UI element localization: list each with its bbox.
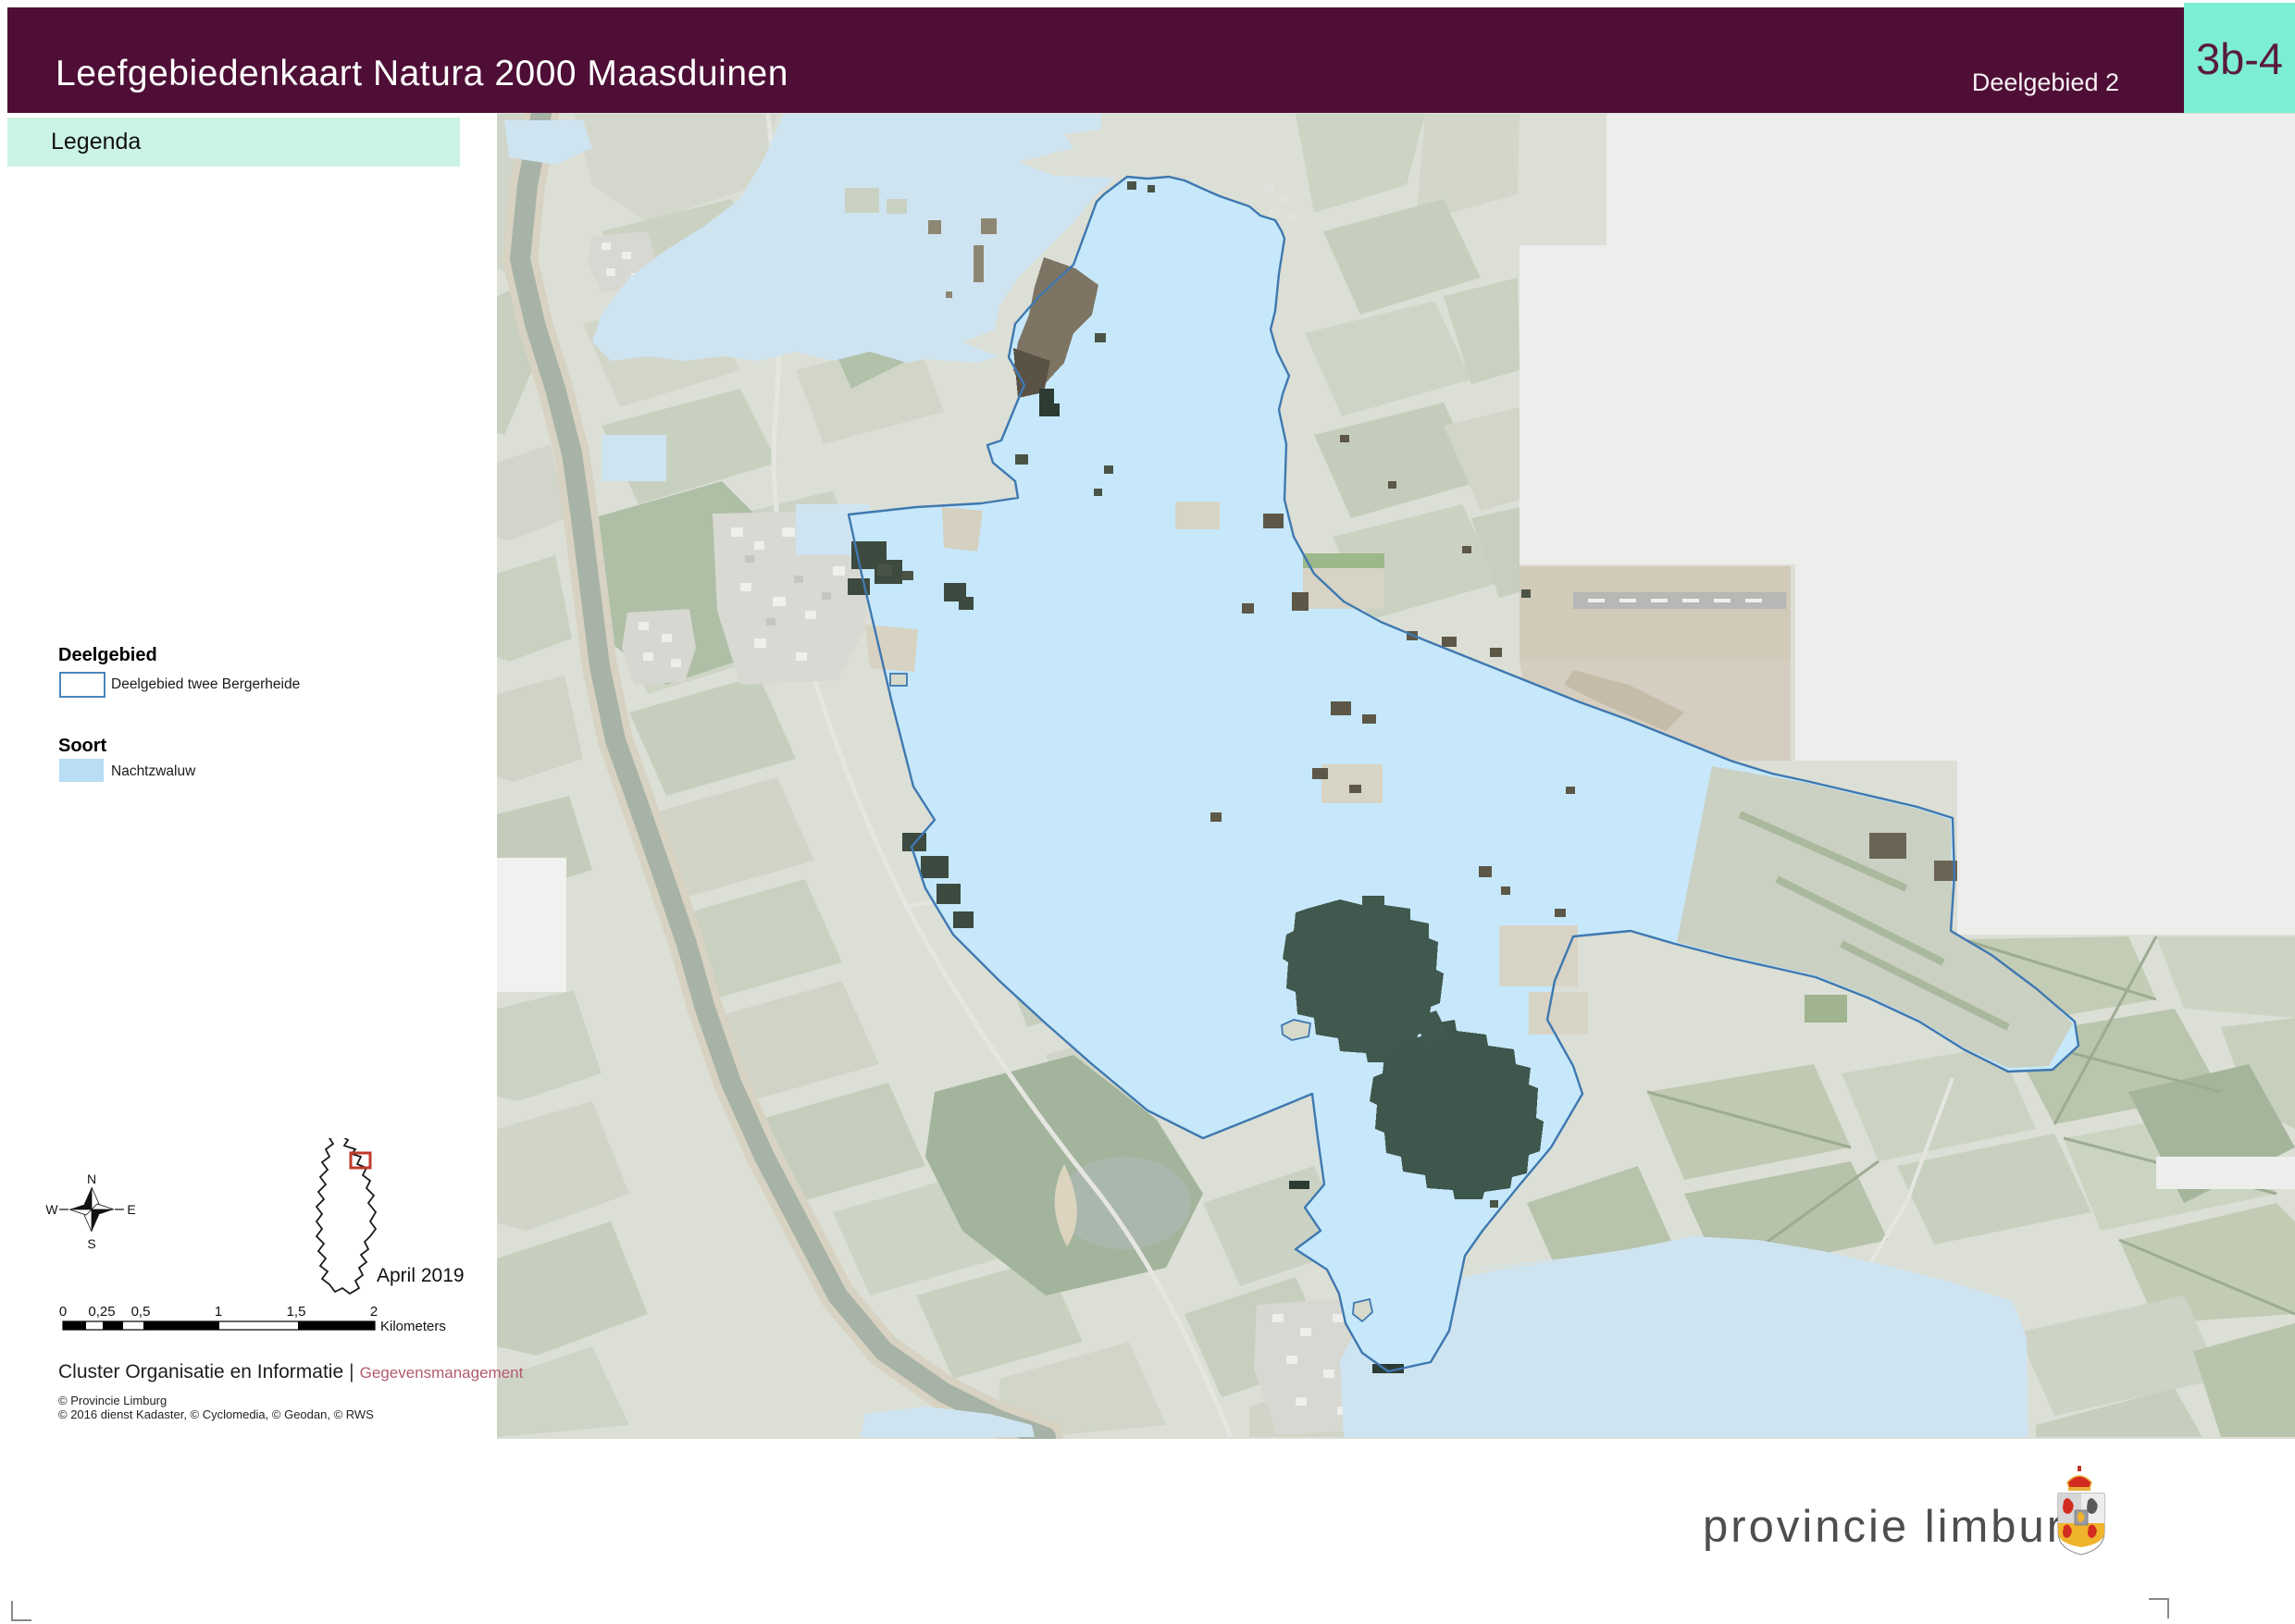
corner-mark	[11, 1601, 31, 1621]
river-maas	[509, 113, 1056, 1439]
forest-blob	[1283, 896, 1444, 1062]
sheet-code-badge: 3b-4	[2184, 3, 2295, 115]
corner-mark	[2149, 1598, 2169, 1618]
footer-cluster-line: Cluster Organisatie en Informatie | Gegeve…	[58, 1361, 523, 1383]
cluster-label: Cluster Organisatie en Informatie	[58, 1361, 344, 1382]
scale-tick: 0,25	[88, 1304, 115, 1320]
lobe-fields	[1677, 766, 2073, 1068]
compass-n-label: N	[87, 1172, 96, 1186]
lake-beach	[1054, 1164, 1077, 1246]
no-data-areas	[1520, 114, 2295, 1189]
scale-tick: 0	[59, 1304, 67, 1320]
airfield	[1520, 566, 1791, 761]
village-houses	[1264, 185, 1297, 220]
scale-bar: 0 0,25 0,5 1 1,5 2 Kilometers	[59, 1304, 446, 1334]
limburg-inset-map	[315, 1138, 378, 1295]
lake	[1058, 1157, 1191, 1249]
separator: |	[349, 1361, 354, 1382]
town-cluster	[622, 609, 696, 685]
department-label: Gegevensmanagement	[359, 1364, 524, 1382]
habitat-outside-deelgebied	[504, 114, 2028, 1437]
copyright-line: © 2016 dienst Kadaster, © Cyclomedia, © …	[58, 1407, 374, 1421]
boundary-islets	[889, 673, 1373, 1323]
legend-item-label: Nachtzwaluw	[111, 763, 196, 779]
legend-section-deelgebied: Deelgebied	[58, 645, 157, 665]
scale-tick: 0,5	[131, 1304, 151, 1320]
compass-s-label: S	[87, 1236, 95, 1251]
legend-swatch-outline	[59, 672, 105, 698]
limburg-coat-of-arms-icon	[2057, 1466, 2105, 1556]
legend-section-soort: Soort	[58, 736, 107, 756]
subarea-label: Deelgebied 2	[1971, 68, 2119, 96]
header-bar: Leefgebiedenkaart Natura 2000 Maasduinen…	[7, 7, 2184, 113]
scale-tick: 2	[370, 1304, 378, 1320]
legend-title-bar: Legenda	[7, 118, 460, 167]
scale-unit-label: Kilometers	[380, 1319, 446, 1334]
habitat-interior-detail	[848, 181, 2073, 1373]
forest-blob	[1370, 1020, 1544, 1199]
no-data-gap	[497, 858, 566, 992]
locator-rectangle	[349, 1151, 372, 1170]
map-canvas	[497, 113, 2295, 1439]
compass-rose-icon: N W E S	[45, 1172, 135, 1251]
copyright-block: © Provincie Limburg © 2016 dienst Kadast…	[58, 1394, 374, 1421]
legend-swatch-fill	[59, 759, 104, 782]
scale-tick: 1,5	[287, 1304, 306, 1320]
province-logo-text: provincie limburg	[1703, 1502, 2093, 1552]
map-date-label: April 2019	[377, 1265, 465, 1286]
scale-tick: 1	[215, 1304, 222, 1320]
compass-e-label: E	[127, 1202, 135, 1217]
copyright-line: © Provincie Limburg	[58, 1394, 167, 1407]
compass-w-label: W	[45, 1202, 58, 1217]
legend-item-label: Deelgebied twee Bergerheide	[111, 676, 301, 692]
map-marginalia: N W E S April 2019 0 0,25 0,5 1 1,5 2	[45, 1138, 465, 1334]
page-title: Leefgebiedenkaart Natura 2000 Maasduinen	[56, 54, 788, 93]
